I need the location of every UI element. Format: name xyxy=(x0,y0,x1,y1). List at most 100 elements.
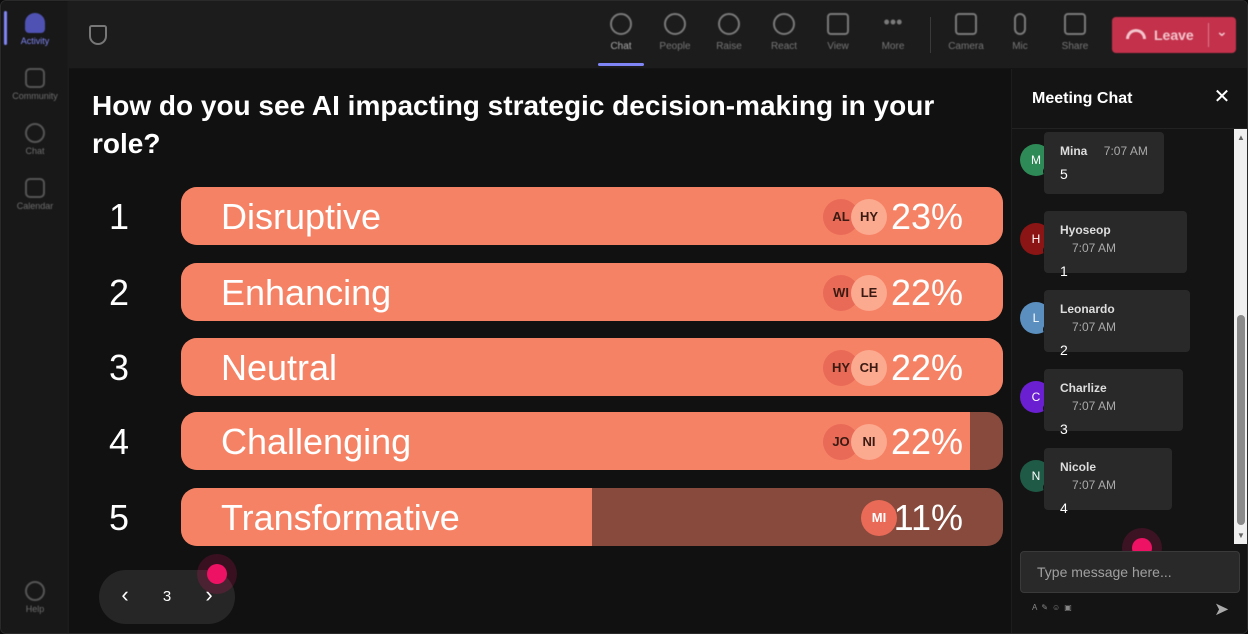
voter-avatar: CH xyxy=(851,350,887,386)
share-button[interactable]: Share xyxy=(1049,11,1101,61)
share-icon xyxy=(1064,13,1086,35)
chat-message-input[interactable]: Type message here... xyxy=(1020,551,1240,593)
chat-header: Meeting Chat ✕ xyxy=(1012,69,1247,129)
rail-label: Community xyxy=(12,91,58,101)
sender-name: Mina xyxy=(1060,144,1088,158)
option-bar: Neutral HY CH 22% xyxy=(181,338,1003,396)
community-icon xyxy=(25,68,45,88)
option-label: Transformative xyxy=(221,497,460,538)
message-time: 7:07 AM xyxy=(1072,320,1117,334)
leave-label: Leave xyxy=(1154,27,1194,43)
raise-hand-button[interactable]: Raise xyxy=(703,11,755,61)
scrollbar-thumb[interactable] xyxy=(1237,315,1245,525)
message-text: 1 xyxy=(1060,263,1068,279)
grid-icon xyxy=(827,13,849,35)
chat-scrollbar[interactable]: ▲ ▼ xyxy=(1234,129,1247,544)
message-bubble[interactable]: Nicole 7:07 AM 4 xyxy=(1044,448,1172,516)
message-time: 7:07 AM xyxy=(1072,478,1117,492)
option-number: 4 xyxy=(108,421,130,462)
chevron-left-icon[interactable]: ‹ xyxy=(121,582,129,607)
react-button[interactable]: React xyxy=(758,11,810,61)
option-number: 1 xyxy=(108,196,130,237)
help-icon xyxy=(25,581,45,601)
poll-option-2: 2 Enhancing WI LE 22% xyxy=(69,263,1011,321)
calendar-icon xyxy=(25,178,45,198)
rail-item-chat[interactable]: Chat xyxy=(1,123,69,156)
sender-name: Leonardo xyxy=(1060,302,1115,316)
gif-icon[interactable]: ▣ xyxy=(1064,603,1076,612)
meeting-toolbar: Chat People Raise React View ••• More Ca… xyxy=(69,1,1247,69)
message-bubble[interactable]: Charlize 7:07 AM 3 xyxy=(1044,369,1183,437)
rail-label: Chat xyxy=(25,146,45,156)
rail-item-activity[interactable]: Activity xyxy=(1,13,69,46)
chevron-down-icon[interactable]: ⌄ xyxy=(1216,23,1228,39)
meeting-chat-panel: Meeting Chat ✕ ▲ ▼ M Mina 7:07 AM 5 H Hy… xyxy=(1011,69,1247,633)
format-icon[interactable]: A xyxy=(1032,603,1042,612)
message-time: 7:07 AM xyxy=(1103,144,1148,158)
leave-button[interactable]: Leave ⌄ xyxy=(1112,17,1236,53)
chat-active-underline xyxy=(598,63,644,66)
message-time: 7:07 AM xyxy=(1072,399,1117,413)
send-icon[interactable]: ➤ xyxy=(1214,599,1230,619)
message-time: 7:07 AM xyxy=(1072,241,1117,255)
phone-hangup-icon xyxy=(1126,29,1146,39)
message-bubble[interactable]: Leonardo 7:07 AM 2 xyxy=(1044,290,1190,358)
rail-item-help[interactable]: Help xyxy=(1,581,69,614)
format-toolbar[interactable]: A✎☺▣ xyxy=(1032,603,1076,612)
emoji-icon[interactable]: ☺ xyxy=(1052,603,1065,612)
people-button[interactable]: People xyxy=(649,11,701,61)
chevron-right-icon[interactable]: › xyxy=(205,582,213,607)
chat-icon xyxy=(610,13,632,35)
voter-avatar: NI xyxy=(851,424,887,460)
rail-label: Help xyxy=(25,604,45,614)
toolbar-label: Camera xyxy=(948,41,984,52)
rail-label: Activity xyxy=(20,36,50,46)
mic-button[interactable]: Mic xyxy=(994,11,1046,61)
option-percent: 11% xyxy=(893,497,963,538)
message-text: 2 xyxy=(1060,342,1068,358)
scroll-up-arrow-icon[interactable]: ▲ xyxy=(1237,133,1245,142)
toolbar-label: People xyxy=(659,41,691,52)
attach-icon[interactable]: ✎ xyxy=(1041,603,1053,612)
chat-title: Meeting Chat xyxy=(1032,90,1133,107)
option-label: Disruptive xyxy=(221,196,382,237)
message-text: 5 xyxy=(1060,166,1068,182)
rail-label: Calendar xyxy=(16,201,54,211)
toolbar-divider xyxy=(930,17,931,53)
option-percent: 22% xyxy=(890,347,963,388)
option-bar: Enhancing WI LE 22% xyxy=(181,263,1003,321)
option-percent: 22% xyxy=(890,421,963,462)
toolbar-label: Chat xyxy=(610,41,632,52)
voter-avatar: LE xyxy=(851,275,887,311)
chat-icon xyxy=(25,123,45,143)
cursor-indicator xyxy=(207,564,227,584)
view-button[interactable]: View xyxy=(812,11,864,61)
more-button[interactable]: ••• More xyxy=(867,11,919,61)
message-text: 4 xyxy=(1060,500,1068,516)
poll-option-3: 3 Neutral HY CH 22% xyxy=(69,338,1011,396)
option-percent: 22% xyxy=(890,272,963,313)
scroll-down-arrow-icon[interactable]: ▼ xyxy=(1237,531,1245,540)
shield-icon[interactable] xyxy=(89,25,107,45)
chat-button[interactable]: Chat xyxy=(595,11,647,61)
hand-icon xyxy=(718,13,740,35)
message-bubble[interactable]: Mina 7:07 AM 5 xyxy=(1044,132,1164,194)
camera-button[interactable]: Camera xyxy=(940,11,992,61)
option-label: Neutral xyxy=(221,347,338,388)
poll-option-5: 5 Transformative MI 11% xyxy=(69,488,1011,546)
toolbar-label: React xyxy=(770,41,798,52)
poll-question: How do you see AI impacting strategic de… xyxy=(92,90,935,159)
message-text: 3 xyxy=(1060,421,1068,437)
option-bar: Challenging JO NI 22% xyxy=(181,412,1003,470)
toolbar-label: More xyxy=(881,41,905,52)
poll-option-1: 1 Disruptive AL HY 23% xyxy=(69,187,1011,245)
rail-item-community[interactable]: Community xyxy=(1,68,69,101)
message-bubble[interactable]: Hyoseop 7:07 AM 1 xyxy=(1044,211,1187,279)
rail-item-calendar[interactable]: Calendar xyxy=(1,178,69,211)
toolbar-label: Raise xyxy=(716,41,742,52)
close-icon[interactable]: ✕ xyxy=(1213,86,1231,108)
option-fill xyxy=(181,488,592,546)
camera-off-icon xyxy=(955,13,977,35)
poll-option-4: 4 Challenging JO NI 22% xyxy=(69,412,1011,470)
